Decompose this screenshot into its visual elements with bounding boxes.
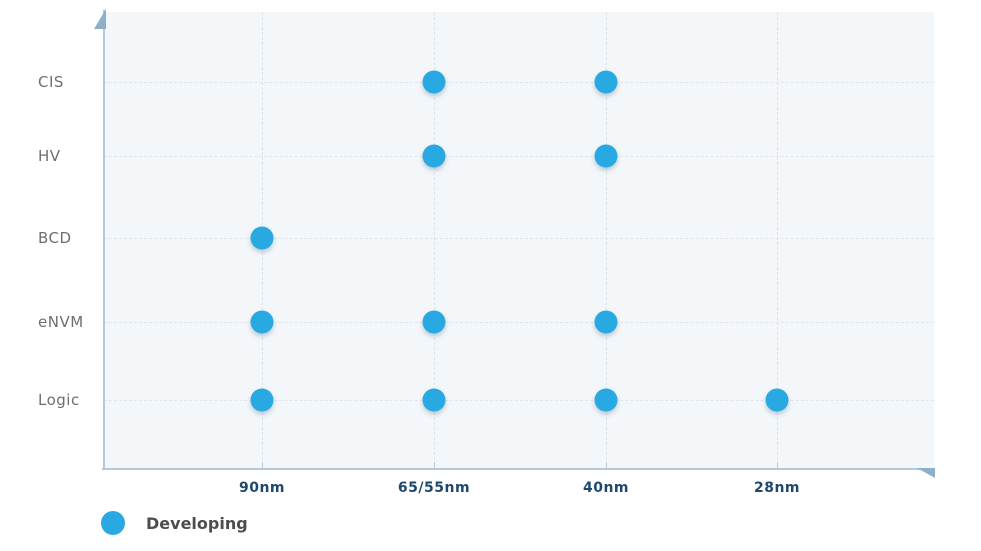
legend[interactable]: Developing: [101, 511, 248, 535]
data-point-envm-40nm[interactable]: [594, 310, 618, 334]
y-tick-label-bcd: BCD: [38, 229, 72, 247]
gridline-vertical: [606, 12, 607, 470]
data-point-bcd-90nm[interactable]: [250, 226, 274, 250]
data-point-cis-65-55nm[interactable]: [422, 70, 446, 94]
gridline-vertical: [777, 12, 778, 470]
plot-area: [104, 12, 934, 470]
data-point-logic-40nm[interactable]: [594, 388, 618, 412]
x-axis-line: [102, 468, 935, 470]
x-axis-tick: [434, 462, 435, 468]
gridline-horizontal: [104, 156, 934, 157]
gridline-horizontal: [104, 238, 934, 239]
data-point-hv-40nm[interactable]: [594, 144, 618, 168]
y-tick-label-hv: HV: [38, 147, 61, 165]
data-point-envm-65-55nm[interactable]: [422, 310, 446, 334]
data-point-logic-65-55nm[interactable]: [422, 388, 446, 412]
y-tick-label-cis: CIS: [38, 73, 64, 91]
x-tick-label-65-55nm: 65/55nm: [397, 480, 471, 496]
x-tick-label-40nm: 40nm: [582, 480, 630, 496]
gridline-horizontal: [104, 82, 934, 83]
legend-label-developing: Developing: [146, 513, 248, 533]
legend-marker-developing-icon: [101, 511, 125, 535]
x-axis-arrow-icon: [917, 468, 935, 478]
gridline-horizontal: [104, 400, 934, 401]
x-axis-tick: [262, 462, 263, 468]
y-tick-label-logic: Logic: [38, 391, 80, 409]
y-axis-line: [103, 10, 105, 470]
gridline-vertical: [434, 12, 435, 470]
x-tick-label-90nm: 90nm: [238, 480, 286, 496]
data-point-hv-65-55nm[interactable]: [422, 144, 446, 168]
x-tick-label-28nm: 28nm: [753, 480, 801, 496]
data-point-envm-90nm[interactable]: [250, 310, 274, 334]
x-axis-tick: [606, 462, 607, 468]
data-point-cis-40nm[interactable]: [594, 70, 618, 94]
y-tick-label-envm: eNVM: [38, 313, 84, 331]
data-point-logic-28nm[interactable]: [765, 388, 789, 412]
data-point-logic-90nm[interactable]: [250, 388, 274, 412]
gridline-horizontal: [104, 322, 934, 323]
x-axis-tick: [777, 462, 778, 468]
